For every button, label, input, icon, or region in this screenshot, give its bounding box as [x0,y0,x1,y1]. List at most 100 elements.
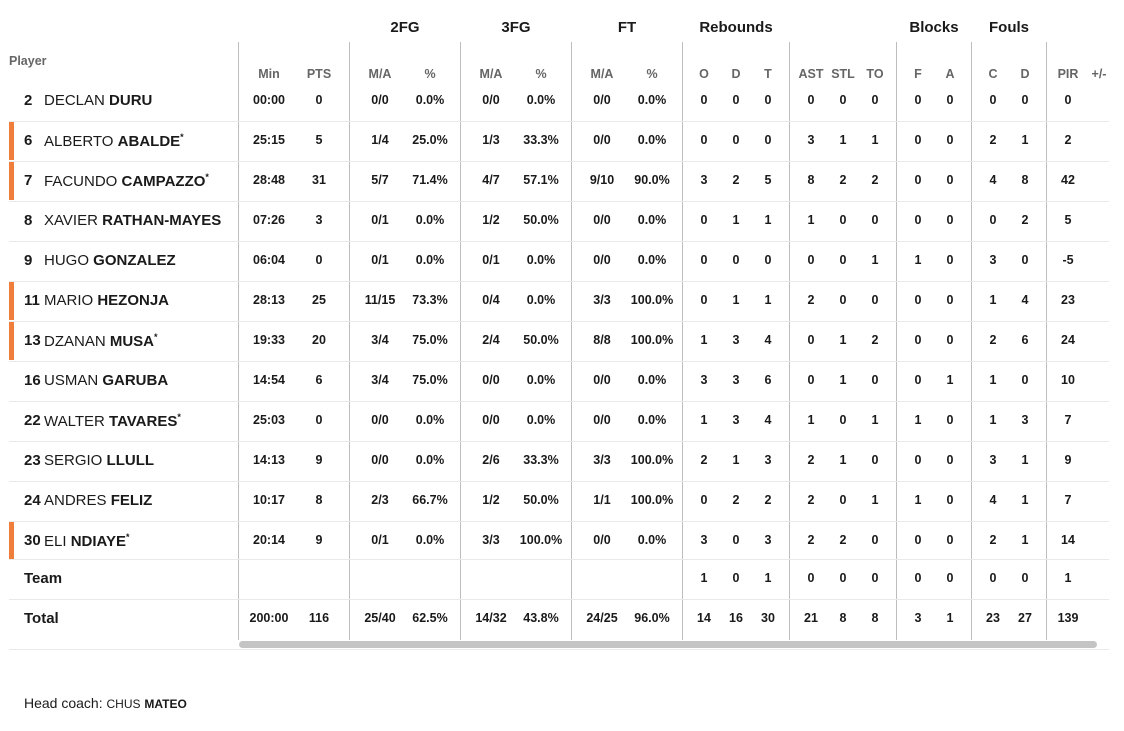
starter-star: * [205,172,209,182]
stat-cell: 0 [764,253,772,267]
stat-cell: 3 [807,133,815,147]
stat-cell: 0.0% [415,413,445,427]
stat-cell: 0 [839,293,847,307]
stat-cell: 16 [729,611,743,625]
stat-cell: 0 [732,571,740,585]
player-number: 23 [24,452,41,469]
stat-cell: 0 [764,93,772,107]
column-divider [971,42,972,640]
player-name[interactable]: MARIO HEZONJA [44,292,169,309]
stat-cell: 1 [839,133,847,147]
stat-cell: 0 [732,93,740,107]
column-header: F [914,67,922,81]
starter-star: * [177,412,181,422]
player-name[interactable]: DZANAN MUSA* [44,332,158,350]
stat-cell: 5 [1064,213,1072,227]
stat-cell: 1/2 [482,493,500,507]
stat-cell: 0/0 [593,533,611,547]
player-name[interactable]: WALTER TAVARES* [44,412,181,430]
stat-cell: 5/7 [371,173,389,187]
stat-cell: 25:03 [253,413,285,427]
stat-cell: 1 [946,373,954,387]
stat-cell: 1 [1021,493,1029,507]
stat-cell: 14 [697,611,711,625]
player-number: 22 [24,412,41,429]
stat-cell: 27 [1018,611,1032,625]
stat-cell: 3 [315,213,323,227]
player-name[interactable]: XAVIER RATHAN-MAYES [44,212,221,229]
stat-cell: 0 [914,571,922,585]
starter-star: * [154,332,158,342]
stat-cell: 0 [700,93,708,107]
row-divider [9,559,1109,560]
stat-cell: 14:54 [253,373,285,387]
column-divider [1046,42,1047,640]
column-divider [238,42,239,640]
player-name[interactable]: DECLAN DURU [44,92,152,109]
stat-cell: 3 [989,253,997,267]
player-number: 9 [24,252,33,269]
stat-cell: 0.0% [637,213,667,227]
stat-cell: 1 [1021,453,1029,467]
stat-cell: 0 [839,413,847,427]
stat-cell: 3 [700,373,708,387]
group-header: Fouls [989,19,1029,36]
player-name[interactable]: SERGIO LLULL [44,452,154,469]
stat-cell: 5 [315,133,323,147]
horizontal-scrollbar[interactable] [239,641,1097,648]
stat-cell: 0.0% [526,293,556,307]
column-header: AST [798,67,824,81]
player-name[interactable]: USMAN GARUBA [44,372,168,389]
stat-cell: 3 [764,453,772,467]
stat-cell: 0 [839,93,847,107]
stat-cell: 0 [871,453,879,467]
column-header: PTS [306,67,332,81]
stat-cell: 0.0% [415,253,445,267]
stat-cell: 2 [1021,213,1029,227]
stat-cell: 0/0 [593,133,611,147]
player-number: 2 [24,92,33,109]
stat-cell: 1 [732,453,740,467]
player-name[interactable]: ALBERTO ABALDE* [44,132,184,150]
row-divider [9,521,1109,522]
stat-cell: 10:17 [253,493,285,507]
stat-cell: 9 [315,453,323,467]
stat-cell: 0 [839,253,847,267]
stat-cell: 33.3% [523,453,559,467]
row-divider [9,599,1109,600]
stat-cell: 43.8% [523,611,559,625]
stat-cell: 6 [315,373,323,387]
stat-cell: 31 [312,173,326,187]
stat-cell: 0/0 [371,453,389,467]
stat-cell: 0 [807,333,815,347]
stat-cell: 0 [807,93,815,107]
player-name[interactable]: FACUNDO CAMPAZZO* [44,172,209,190]
player-name[interactable]: ANDRES FELIZ [44,492,152,509]
starter-indicator [9,522,14,560]
stat-cell: 5 [764,173,772,187]
stat-cell: 0/1 [371,253,389,267]
column-header: Min [258,67,280,81]
player-name[interactable]: HUGO GONZALEZ [44,252,176,269]
stat-cell: 2 [732,493,740,507]
player-first-name: FACUNDO [44,173,118,190]
player-name[interactable]: ELI NDIAYE* [44,532,130,550]
player-number: 11 [24,292,40,309]
stat-cell: 1 [1021,133,1029,147]
stat-cell: 0 [1021,253,1029,267]
player-last-name: MUSA [109,333,155,350]
group-header: Rebounds [699,19,773,36]
player-first-name: MARIO [44,292,94,309]
stat-cell: 71.4% [412,173,448,187]
column-header: C [988,67,998,81]
group-header: 2FG [390,19,420,36]
stat-cell: 23 [1061,293,1075,307]
stat-cell: 0 [989,571,997,585]
column-header: % [535,67,547,81]
stat-cell: 1 [807,413,815,427]
group-header: FT [617,19,637,36]
stat-cell: 2 [807,533,815,547]
column-divider [349,42,350,640]
player-number: 30 [24,532,41,549]
stat-cell: 0 [989,93,997,107]
